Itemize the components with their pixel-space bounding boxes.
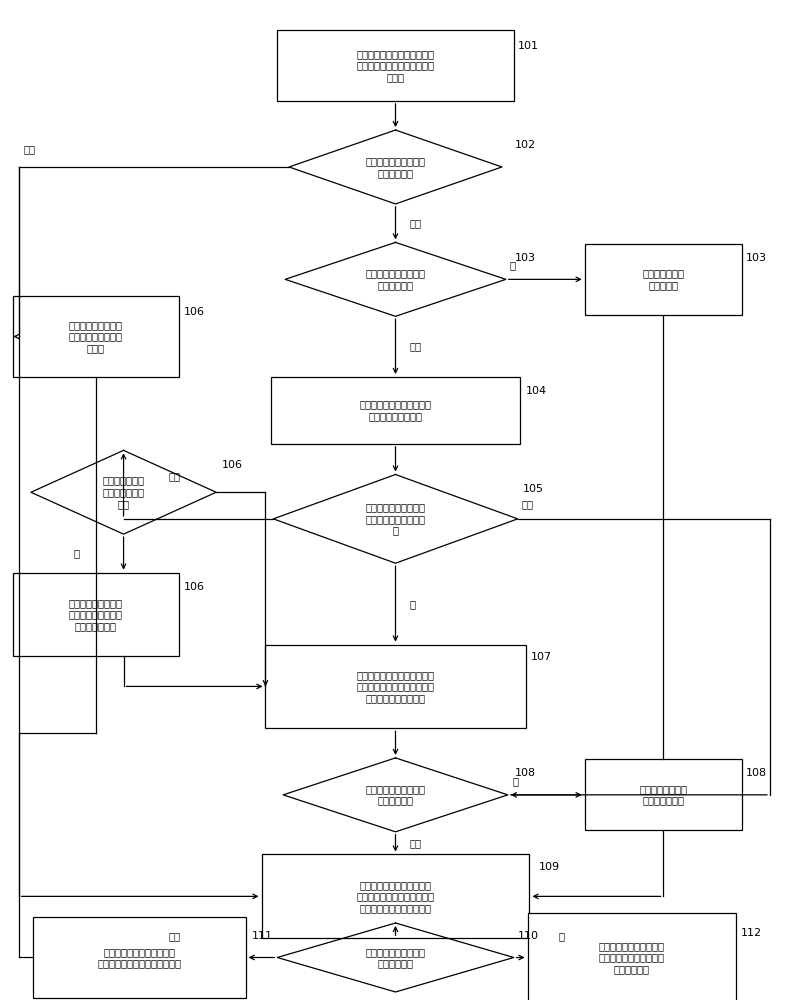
Text: 106: 106 bbox=[222, 460, 243, 470]
Text: 106: 106 bbox=[184, 582, 205, 592]
Text: 108: 108 bbox=[515, 768, 536, 778]
Text: 110: 110 bbox=[517, 931, 539, 941]
Text: 更新当前像素的相邻像素标
记，同时存储当前像素的标记
值，之后读取该行下个像素: 更新当前像素的相邻像素标 记，同时存储当前像素的标记 值，之后读取该行下个像素 bbox=[357, 880, 434, 913]
FancyBboxPatch shape bbox=[33, 917, 246, 998]
Text: 将左、上方像素标记对应的质
心参数组值进行累加，并更新
左方像素所属光斑标记: 将左、上方像素标记对应的质 心参数组值进行累加，并更新 左方像素所属光斑标记 bbox=[357, 670, 434, 703]
Text: 不是: 不是 bbox=[410, 342, 422, 352]
Text: 当前像素的左方
像素是否为光斑
像素: 当前像素的左方 像素是否为光斑 像素 bbox=[103, 476, 145, 509]
Text: 108: 108 bbox=[746, 768, 767, 778]
Text: 根据各光斑的最终质心参
数组累加值计算各光斑的
质心行列坐标: 根据各光斑的最终质心参 数组累加值计算各光斑的 质心行列坐标 bbox=[599, 941, 665, 974]
Text: 103: 103 bbox=[515, 253, 536, 263]
Text: 是: 是 bbox=[74, 548, 79, 558]
FancyBboxPatch shape bbox=[585, 759, 742, 830]
Text: 不是: 不是 bbox=[168, 931, 181, 941]
Text: 大于: 大于 bbox=[410, 218, 422, 228]
Text: 将左方像素标记初
始化为背景像素: 将左方像素标记初 始化为背景像素 bbox=[639, 784, 687, 806]
Text: 当前像素的灰度值是否
大于预设阈值: 当前像素的灰度值是否 大于预设阈值 bbox=[365, 156, 426, 178]
FancyBboxPatch shape bbox=[13, 296, 179, 377]
Text: 不是: 不是 bbox=[410, 838, 422, 848]
Text: 105: 105 bbox=[523, 484, 544, 494]
Text: 111: 111 bbox=[252, 931, 273, 941]
Text: 是: 是 bbox=[410, 599, 416, 609]
Text: 101: 101 bbox=[517, 41, 539, 51]
FancyBboxPatch shape bbox=[278, 30, 513, 101]
Text: 当前一行是否为光斑图
像的最后一行: 当前一行是否为光斑图 像的最后一行 bbox=[365, 947, 426, 968]
Text: 小于: 小于 bbox=[24, 144, 36, 154]
Text: 将当前像素标记为背
景像素，并更新光斑
标记值: 将当前像素标记为背 景像素，并更新光斑 标记值 bbox=[69, 320, 123, 353]
Text: 当前像素是否为一行像
素的最后一个: 当前像素是否为一行像 素的最后一个 bbox=[365, 784, 426, 806]
Text: 107: 107 bbox=[531, 652, 552, 662]
Text: 102: 102 bbox=[515, 140, 536, 150]
Text: 是: 是 bbox=[509, 261, 516, 271]
FancyBboxPatch shape bbox=[262, 854, 529, 938]
Text: 不是: 不是 bbox=[168, 471, 181, 481]
Text: 103: 103 bbox=[746, 253, 767, 263]
Text: 是: 是 bbox=[512, 776, 518, 786]
FancyBboxPatch shape bbox=[271, 377, 520, 444]
FancyBboxPatch shape bbox=[13, 573, 179, 656]
Text: 104: 104 bbox=[525, 386, 547, 396]
Text: 将当前像素标记
为噪声像素: 将当前像素标记 为噪声像素 bbox=[642, 269, 684, 290]
FancyBboxPatch shape bbox=[266, 645, 525, 728]
Text: 106: 106 bbox=[184, 307, 205, 317]
Text: 109: 109 bbox=[539, 862, 560, 872]
Text: 累加存储左方像素标
记对应的所属光斑质
心参数组累加值: 累加存储左方像素标 记对应的所属光斑质 心参数组累加值 bbox=[69, 598, 123, 631]
Text: 不是: 不是 bbox=[521, 499, 534, 509]
Text: 112: 112 bbox=[740, 928, 762, 938]
Text: 根据当前像素的相邻像素的
标记来标记当前像素: 根据当前像素的相邻像素的 标记来标记当前像素 bbox=[359, 400, 432, 421]
Text: 当前像素的相邻像素是
否为背景像素: 当前像素的相邻像素是 否为背景像素 bbox=[365, 269, 426, 290]
FancyBboxPatch shape bbox=[528, 913, 736, 1000]
Text: 是: 是 bbox=[558, 931, 564, 941]
Text: 左、上方像素为光斑像
素标记，且两标记值不
同: 左、上方像素为光斑像 素标记，且两标记值不 同 bbox=[365, 502, 426, 535]
Text: 初始化相邻像素标记及光斑标
记，之后读取光斑图像的第一
个像素: 初始化相邻像素标记及光斑标 记，之后读取光斑图像的第一 个像素 bbox=[357, 49, 434, 82]
FancyBboxPatch shape bbox=[585, 244, 742, 315]
Text: 更新当前像素的相邻像素标
记，之后读取下一行第一个像素: 更新当前像素的相邻像素标 记，之后读取下一行第一个像素 bbox=[97, 947, 181, 968]
